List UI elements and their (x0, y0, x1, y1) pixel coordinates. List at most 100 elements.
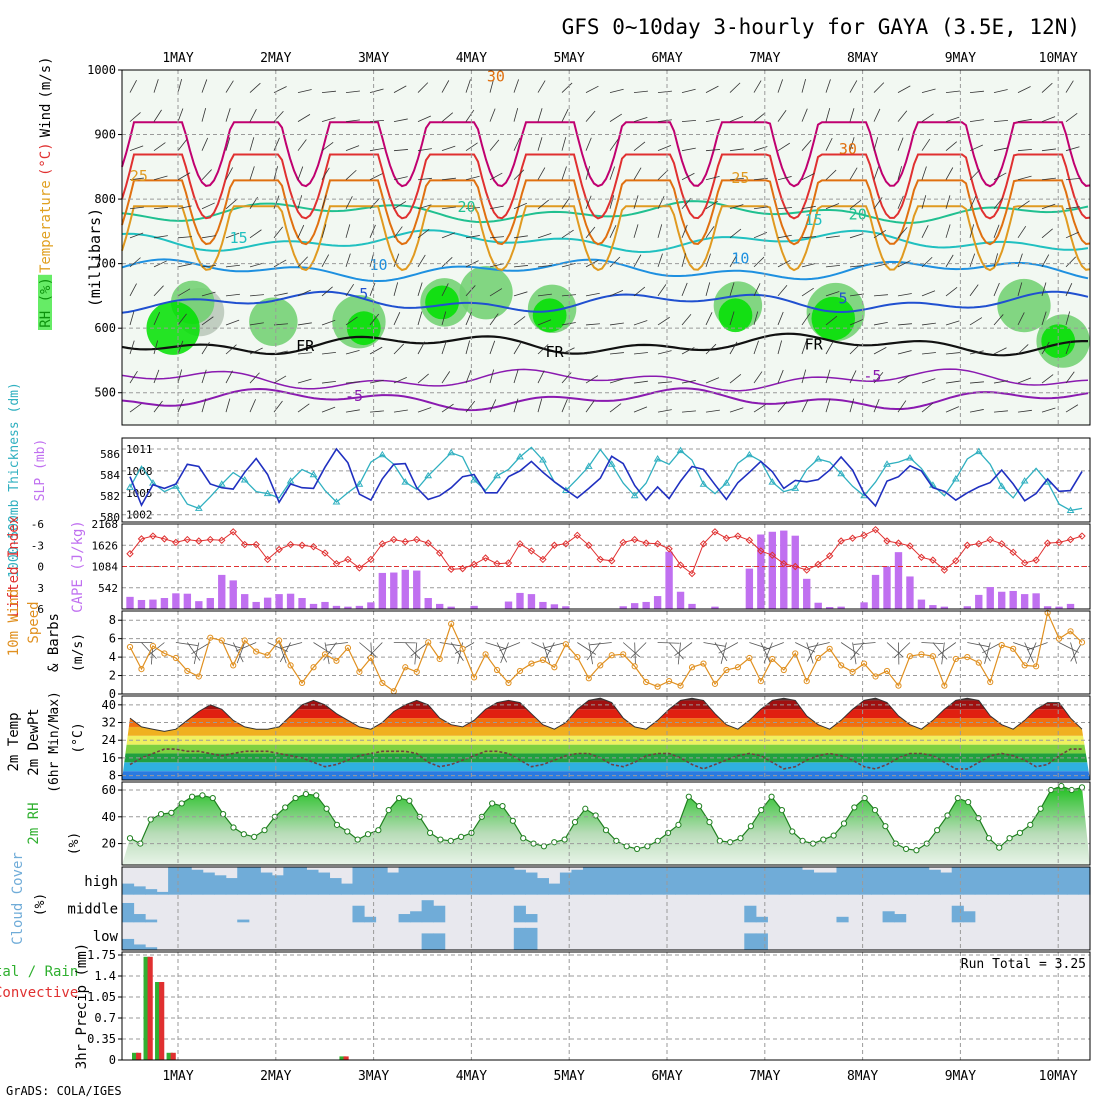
cape-bar (172, 593, 180, 609)
wind-barb (850, 642, 865, 661)
wind-barb (801, 369, 807, 384)
wind-barb (657, 90, 672, 93)
cape-bar (286, 593, 295, 609)
cape-bar (298, 598, 306, 609)
rh-point (871, 807, 879, 814)
cloud-bar-high (882, 867, 895, 895)
isotherm-label: FR (296, 337, 315, 355)
cloud-bar-high (1032, 867, 1045, 895)
wind-barb (1041, 341, 1050, 355)
wind-barb (417, 148, 432, 152)
wind-barb (873, 82, 885, 93)
cloud-bar-middle (145, 919, 158, 923)
wind-barb (1017, 253, 1023, 267)
wind-barb (705, 409, 720, 413)
wind-barb (969, 253, 976, 267)
rh-point (395, 794, 403, 802)
wind-barb (1017, 118, 1032, 123)
rh-point (685, 793, 692, 800)
wind-barb (225, 293, 240, 297)
wind-barb (500, 642, 509, 664)
slp-axis-label: SLP (mb) (33, 439, 48, 502)
thickness-point (974, 447, 983, 455)
wind-barb (513, 79, 520, 93)
wind-barb (393, 226, 403, 239)
wind-barb (969, 169, 981, 181)
wind-barb (369, 313, 380, 326)
precip-total-bar (143, 956, 150, 1060)
wind-barb (585, 292, 600, 297)
wind-barb (993, 347, 1007, 355)
wind-barb (297, 378, 312, 384)
thickness-tick: 584 (100, 469, 120, 482)
wind-barb (681, 119, 696, 123)
wind-barb (297, 89, 312, 93)
wind-barb (993, 224, 1000, 238)
cloud-bar-middle (433, 905, 446, 923)
wind-barb (945, 352, 960, 355)
rh-point (499, 802, 506, 810)
wind-barb (410, 642, 429, 657)
bottom-date-tick: 5MAY (554, 1069, 585, 1084)
wind-barb (705, 85, 719, 93)
wind-barb (681, 282, 688, 297)
wind-barb (201, 341, 210, 355)
wind-barb (609, 139, 619, 151)
wind-barb (969, 144, 983, 152)
wind-barb (417, 254, 426, 268)
thickness-point (171, 482, 180, 489)
rh-point (437, 836, 444, 843)
cloud-bar-low (133, 944, 146, 950)
precip-conv-bar (136, 1052, 142, 1060)
wind-barb (1065, 206, 1080, 210)
wind-barb (129, 370, 138, 384)
panel-label-part: Wind (38, 104, 54, 138)
wind-barb (321, 380, 336, 384)
isotherm-warm (121, 179, 1091, 246)
temp-band (122, 726, 1090, 736)
rh-blob (459, 266, 513, 320)
isotherm-label: 15 (805, 211, 823, 229)
wind-barb (177, 205, 192, 210)
wind-barb (945, 287, 958, 297)
rh-point (333, 821, 341, 828)
li-point (160, 535, 169, 543)
cape-bar (803, 578, 811, 609)
wind-barb (489, 108, 496, 122)
wind-barb (681, 224, 688, 238)
cloud-bar-high (525, 872, 538, 895)
wind-barb (537, 167, 546, 180)
wind-barb (1058, 642, 1079, 653)
cloud-bar-high (536, 878, 549, 895)
wind-barb (585, 323, 600, 326)
wind-barb (585, 85, 599, 93)
wind-barb (441, 206, 456, 210)
cloud-bar-high (824, 872, 838, 895)
cape-bar (665, 551, 673, 609)
bottom-date-tick: 1MAY (162, 1069, 193, 1084)
wind-barb (297, 256, 308, 268)
li-point (986, 535, 994, 544)
wind-barb (1065, 112, 1078, 122)
wind-barb (969, 119, 984, 123)
wind-barb (657, 144, 672, 152)
wind-barb (921, 113, 934, 122)
li-point (848, 534, 857, 542)
rh-tick: 60 (102, 783, 116, 797)
cloud-bar-high (398, 867, 411, 895)
wind-barb (465, 285, 476, 297)
cape-tick: 542 (98, 582, 118, 595)
wind-barb (249, 399, 256, 413)
wind-barb (450, 642, 464, 661)
cloud-bar-high (640, 867, 653, 895)
wind-barb (801, 263, 816, 268)
cloud-bar-high (813, 872, 826, 895)
li-point (699, 540, 708, 548)
wind-barb (369, 379, 384, 384)
wind-barb (849, 233, 864, 239)
wind-barb (873, 108, 881, 122)
pressure-tick: 600 (94, 321, 116, 335)
wind-barb (681, 197, 692, 210)
wind-barb (249, 322, 264, 326)
wind-barb (633, 286, 646, 297)
